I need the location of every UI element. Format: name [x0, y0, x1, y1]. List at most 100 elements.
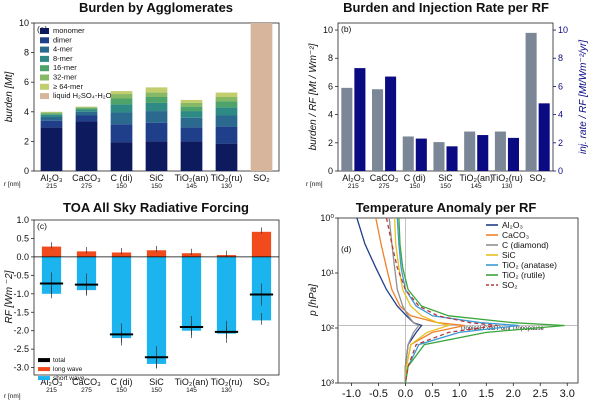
y-tick-label: 6	[24, 77, 29, 87]
bar-segment	[110, 104, 133, 113]
x-tick-radius: 145	[471, 183, 482, 190]
legend-label: 16-mer	[53, 63, 77, 72]
y-tick-label-right: 10	[558, 25, 568, 35]
bar-segment	[75, 109, 98, 112]
x-tick-label: SiC	[149, 173, 164, 183]
legend-label: long wave	[53, 366, 83, 373]
y-tick-label: -1.0	[13, 289, 29, 299]
legend-swatch	[40, 93, 49, 100]
profile-line	[393, 217, 451, 384]
bar-segment	[40, 112, 63, 114]
bar-segment	[180, 106, 203, 112]
legend-label: TiO₂ (rutile)	[502, 270, 545, 280]
x-tick-label: SO₂	[253, 173, 270, 183]
bar-segment	[75, 107, 98, 109]
bar	[446, 146, 458, 171]
x-tick-label: TiO₂(ru)	[211, 377, 243, 387]
x-tick-radius: 275	[81, 387, 92, 394]
x-tick-label: C (di)	[111, 377, 133, 387]
bar-segment	[110, 124, 133, 143]
legend-swatch	[38, 367, 50, 372]
bar-segment	[145, 92, 168, 97]
x-tick-label: C (di)	[111, 173, 133, 183]
legend-label: 4-mer	[53, 45, 73, 54]
profile-line	[396, 217, 519, 384]
bar-segment	[215, 101, 238, 108]
x-tick-label: Al₂O₃	[342, 173, 364, 183]
bar-segment	[110, 94, 133, 99]
bar-segment	[215, 115, 238, 127]
y-tick-label-left: 8	[328, 53, 333, 63]
bar-segment	[180, 117, 203, 128]
panel-d-label: (d)	[341, 244, 352, 254]
shortwave-bar	[216, 256, 237, 334]
y-tick-label-right: 6	[558, 81, 563, 91]
panel-b-ylabel-right: inj. rate / RF [Mt/Wm⁻²/yr]	[578, 40, 589, 154]
x-tick-label: 1.5	[479, 388, 494, 400]
legend-label: TiO₂ (anatase)	[502, 260, 557, 270]
bar	[372, 89, 384, 171]
bar	[415, 138, 427, 171]
bar-segment	[40, 116, 63, 121]
bar-segment	[145, 141, 168, 171]
bar-segment	[145, 122, 168, 142]
x-tick-label: CaCO₃	[72, 173, 101, 183]
x-tick-label: SO₂	[253, 377, 270, 387]
panel-d-plot: (d) p [hPa] Tropical Cold Point Tropopau…	[308, 213, 579, 400]
bar	[433, 142, 445, 171]
x-tick-label: TiO₂(an)	[459, 173, 493, 183]
bar-segment	[215, 126, 238, 144]
longwave-bar	[111, 252, 132, 257]
y-tick-label-left: 2	[328, 138, 333, 148]
x-tick-label: TiO₂(ru)	[211, 173, 243, 183]
y-tick-label: 10⁰	[320, 213, 334, 223]
x-tick-radius: 275	[81, 183, 92, 190]
bar	[507, 137, 519, 171]
x-tick-label: SO₂	[529, 173, 546, 183]
bar	[402, 136, 414, 171]
bar-segment	[215, 107, 238, 116]
bar-segment	[110, 91, 133, 95]
legend-swatch	[40, 46, 49, 53]
legend-label: short wave	[53, 375, 85, 382]
panel-c-frame	[33, 219, 280, 376]
x-tick-radius: 150	[440, 183, 451, 190]
panel-c-r-label: r [nm]	[4, 393, 21, 400]
panel-b-plot: (b) burden / RF [Mt / Wm⁻²] inj. rate / …	[306, 22, 589, 190]
panel-d-ylabel: p [hPa]	[308, 284, 319, 317]
x-tick-radius: 215	[46, 387, 57, 394]
panel-b-r-label: r [nm]	[306, 181, 323, 188]
bar-segment	[110, 98, 133, 105]
x-tick-radius: 130	[221, 183, 232, 190]
legend-label: liquid H₂SO₄-H₂O	[53, 91, 112, 100]
bar	[477, 135, 489, 171]
x-tick-label: -0.5	[369, 388, 388, 400]
legend-label: total	[53, 357, 66, 364]
bar-segment	[40, 120, 63, 128]
panel-b-ylabel-left: burden / RF [Mt / Wm⁻²]	[308, 43, 319, 150]
y-tick-label: -1.5	[13, 307, 29, 317]
x-tick-radius: 130	[501, 183, 512, 190]
bar	[538, 103, 550, 171]
bar	[525, 32, 537, 171]
x-tick-radius: 150	[409, 183, 420, 190]
bar	[494, 131, 506, 171]
bar-segment	[145, 97, 168, 103]
bar-segment	[180, 102, 203, 107]
x-tick-label: 0.0	[398, 388, 413, 400]
legend-swatch	[38, 376, 50, 381]
bar	[385, 76, 397, 171]
panel-c-plot: (c) RF [Wm ⁻2] r [nm] -3.0 -2.5 -2.0 -1.5 -1…	[4, 215, 280, 400]
bar-segment	[40, 111, 63, 113]
legend-label: CaCO₃	[502, 230, 529, 240]
legend-label: ≥ 64-mer	[53, 82, 83, 91]
y-tick-label: 10¹	[321, 268, 334, 278]
legend-label: dimer	[53, 35, 72, 44]
x-tick-radius: 145	[186, 387, 197, 394]
tropopause-annotation: Tropical Cold Point Tropopause	[460, 326, 544, 332]
x-tick-radius: 150	[151, 183, 162, 190]
bar-segment	[40, 113, 63, 115]
y-tick-label: 4	[24, 107, 29, 117]
y-tick-label: 2	[24, 136, 29, 146]
bar-segment	[75, 115, 98, 122]
